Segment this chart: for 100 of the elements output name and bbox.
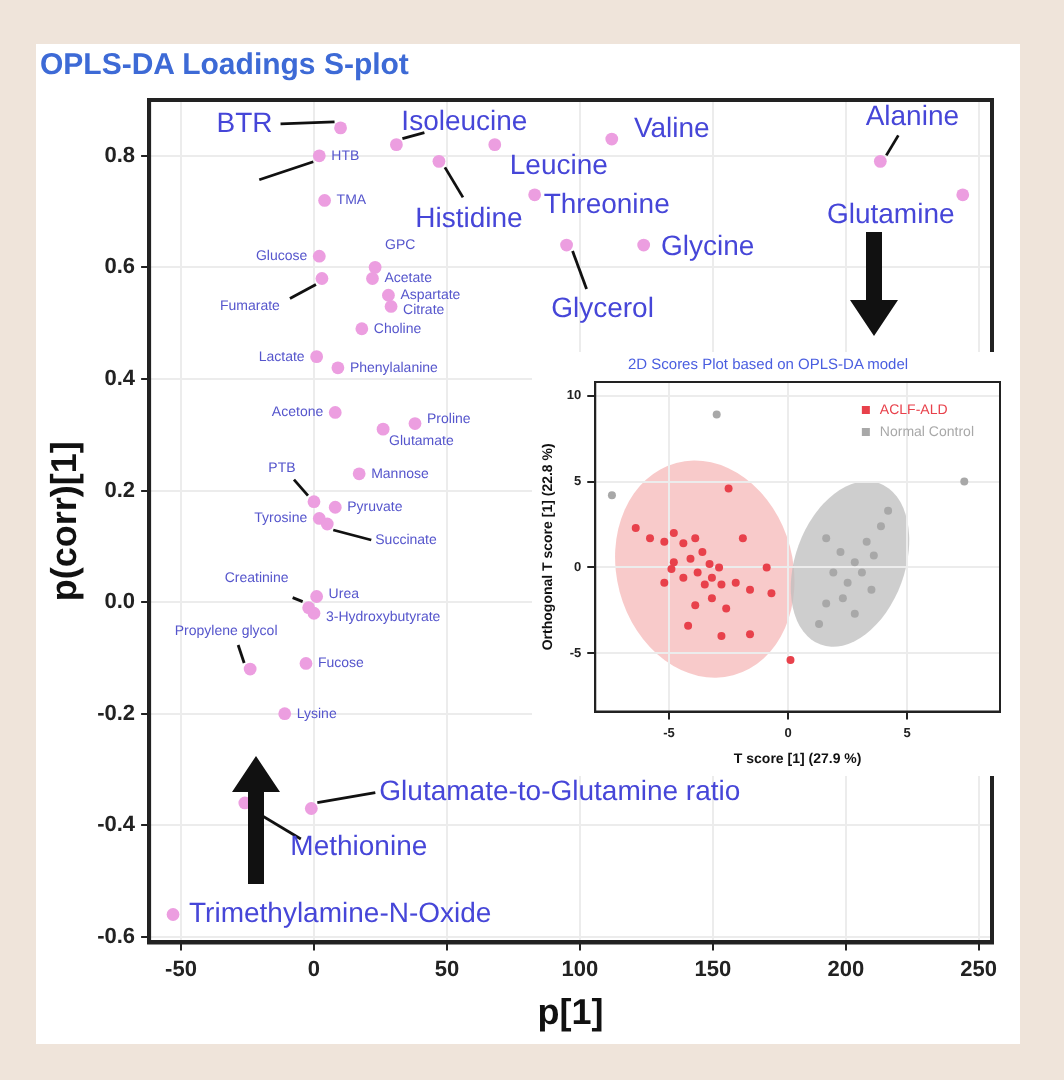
point [667, 565, 676, 574]
point [488, 138, 502, 152]
point [717, 632, 726, 641]
point [352, 467, 366, 481]
point [389, 138, 403, 152]
point [376, 422, 390, 436]
point [822, 534, 831, 543]
point [304, 802, 318, 815]
annotation: Histidine [415, 201, 524, 234]
point [829, 568, 838, 577]
point [722, 604, 731, 613]
point [712, 410, 721, 419]
point [724, 484, 733, 493]
x-tick-label: 50 [434, 957, 460, 982]
point [607, 491, 616, 500]
point [669, 529, 678, 538]
y-tick-label: -0.2 [97, 701, 136, 726]
x-tick-label: 0 [307, 957, 321, 982]
annotation: Trimethylamine-N-Oxide [189, 896, 492, 929]
point [684, 621, 693, 630]
chart-title: OPLS-DA Loadings S-plot [40, 48, 409, 83]
point [679, 539, 688, 548]
point [960, 477, 969, 486]
point [315, 272, 329, 285]
y-tick-label: 0.6 [104, 255, 136, 280]
point [408, 417, 422, 430]
point [707, 594, 716, 603]
point [707, 573, 716, 582]
point [368, 260, 382, 274]
point [815, 620, 824, 629]
point [310, 590, 324, 603]
point [605, 132, 619, 146]
annotation: BTR [216, 105, 273, 138]
point [528, 188, 542, 202]
annotation: Glycine [660, 228, 755, 261]
annotation: Valine [633, 110, 711, 143]
x-tick-label: 100 [561, 957, 599, 982]
x-tick-label: 250 [960, 957, 998, 982]
point [302, 601, 316, 615]
point [432, 154, 446, 168]
point [850, 558, 859, 567]
y-tick-label: 0.4 [104, 367, 137, 391]
point [691, 534, 700, 543]
point [310, 350, 324, 364]
point [838, 594, 847, 603]
point [705, 559, 714, 568]
point [738, 534, 747, 543]
point [560, 238, 573, 252]
point [166, 908, 180, 921]
x-axis-title: p[1] [537, 992, 604, 1033]
x-tick-label: 200 [827, 957, 865, 982]
point [669, 558, 678, 567]
point [746, 630, 755, 639]
annotation: Alanine [865, 99, 960, 132]
point [786, 656, 795, 665]
point [836, 547, 845, 556]
point [382, 288, 395, 302]
point [731, 578, 740, 587]
point [243, 662, 257, 676]
point [862, 537, 871, 546]
point [717, 580, 726, 589]
point [312, 249, 326, 263]
point [334, 121, 347, 135]
point [637, 238, 651, 252]
point [631, 523, 640, 532]
point [660, 537, 669, 546]
point [299, 657, 313, 670]
point [328, 406, 342, 419]
point [850, 609, 859, 618]
point [869, 551, 878, 560]
y-tick-label: 0.2 [104, 478, 136, 503]
point [318, 194, 331, 207]
annotation: Glycerol [551, 290, 654, 323]
y-tick-label: -0.4 [97, 813, 137, 838]
point [873, 154, 887, 168]
point [355, 322, 369, 336]
point [822, 599, 831, 608]
point [312, 149, 326, 163]
annotation: Isoleucine [401, 104, 528, 137]
point [331, 361, 345, 375]
point [746, 585, 755, 594]
point [867, 585, 876, 594]
y-axis-title: p(corr)[1] [43, 441, 84, 602]
annotation: Threonine [543, 186, 671, 219]
point [956, 188, 970, 202]
point [857, 568, 866, 577]
point [762, 563, 771, 572]
point [691, 601, 700, 610]
point [876, 522, 885, 531]
point [646, 534, 655, 543]
point [366, 272, 379, 285]
x-tick-label: -50 [165, 957, 197, 982]
y-tick-label: 0.0 [104, 590, 136, 615]
x-tick-label: 150 [694, 957, 732, 982]
point [698, 547, 707, 556]
y-tick-label: -0.6 [97, 924, 136, 949]
point [328, 500, 342, 514]
point [278, 707, 292, 721]
point [693, 568, 702, 577]
point [660, 578, 669, 587]
